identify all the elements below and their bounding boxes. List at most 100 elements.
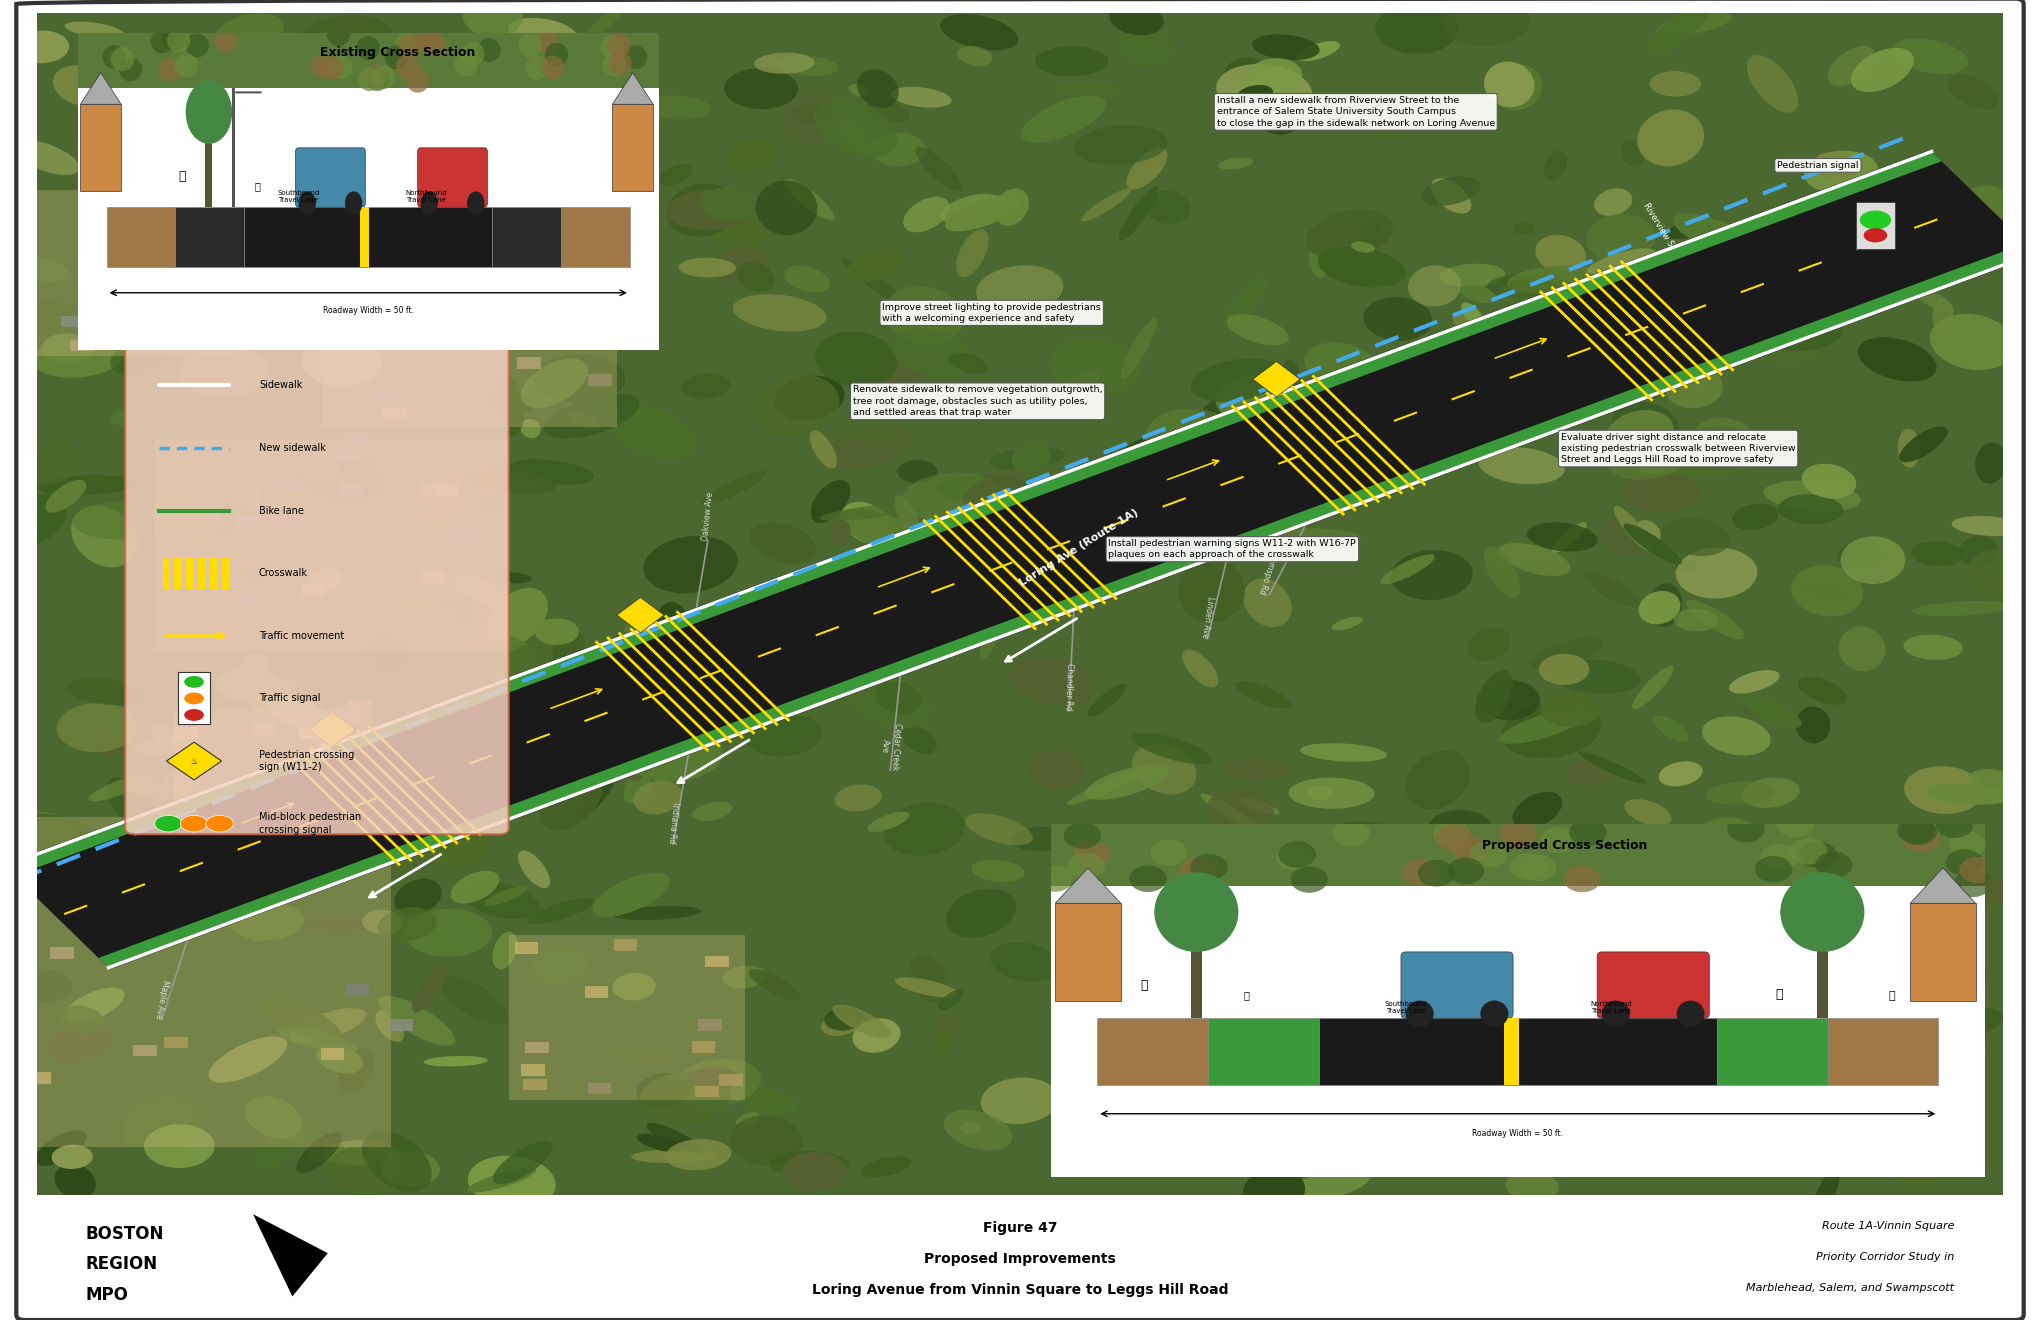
Ellipse shape <box>1132 743 1195 795</box>
Ellipse shape <box>1154 873 1238 952</box>
Bar <box>1360 1014 1384 1026</box>
Ellipse shape <box>338 1048 375 1094</box>
Ellipse shape <box>526 898 595 924</box>
Text: 🚶: 🚶 <box>1140 978 1148 991</box>
Ellipse shape <box>975 265 1062 313</box>
Ellipse shape <box>1215 375 1301 425</box>
Ellipse shape <box>1566 979 1613 1012</box>
Ellipse shape <box>1262 471 1301 504</box>
Ellipse shape <box>989 447 1064 470</box>
Bar <box>222 308 247 319</box>
Ellipse shape <box>1452 837 1488 863</box>
Ellipse shape <box>748 969 799 1001</box>
Ellipse shape <box>830 111 875 156</box>
Ellipse shape <box>591 873 669 917</box>
Ellipse shape <box>316 1045 363 1073</box>
Ellipse shape <box>1953 871 1990 898</box>
Ellipse shape <box>736 263 775 292</box>
Ellipse shape <box>1599 433 1668 447</box>
Polygon shape <box>2 150 2037 969</box>
Ellipse shape <box>553 663 573 694</box>
Ellipse shape <box>1317 247 1405 288</box>
Ellipse shape <box>508 18 577 50</box>
Ellipse shape <box>1217 158 1252 169</box>
Ellipse shape <box>630 1148 720 1163</box>
Ellipse shape <box>1478 447 1564 484</box>
Ellipse shape <box>1264 1030 1325 1089</box>
Ellipse shape <box>1409 446 1464 479</box>
Ellipse shape <box>326 22 351 46</box>
Ellipse shape <box>302 337 381 387</box>
Ellipse shape <box>110 48 135 71</box>
Ellipse shape <box>1511 309 1588 334</box>
Ellipse shape <box>769 1151 848 1177</box>
Ellipse shape <box>1800 581 1843 599</box>
Ellipse shape <box>1493 846 1574 875</box>
Ellipse shape <box>1939 854 1966 890</box>
Ellipse shape <box>1898 818 1937 845</box>
Ellipse shape <box>701 471 767 506</box>
Ellipse shape <box>1957 536 1998 568</box>
Ellipse shape <box>526 55 548 79</box>
Ellipse shape <box>1042 939 1103 981</box>
Ellipse shape <box>1862 1030 1894 1082</box>
Text: Southbound
Travel Lane: Southbound Travel Lane <box>1384 1001 1425 1014</box>
Text: Bike lane: Bike lane <box>259 506 304 516</box>
Ellipse shape <box>1236 84 1272 104</box>
Ellipse shape <box>51 1144 94 1170</box>
Ellipse shape <box>971 859 1024 882</box>
Ellipse shape <box>381 776 436 800</box>
Polygon shape <box>4 152 1941 876</box>
Bar <box>338 483 363 495</box>
Bar <box>1205 879 1227 891</box>
Bar <box>237 515 259 527</box>
Ellipse shape <box>1066 853 1105 879</box>
Bar <box>69 339 94 351</box>
Ellipse shape <box>744 714 822 756</box>
Ellipse shape <box>546 715 595 767</box>
Text: 11 ft
Travel Lane: 11 ft Travel Lane <box>412 271 449 281</box>
Ellipse shape <box>940 194 1001 224</box>
Ellipse shape <box>1299 743 1387 762</box>
Ellipse shape <box>1619 140 1643 168</box>
Ellipse shape <box>1525 523 1597 552</box>
Ellipse shape <box>1658 762 1703 787</box>
Ellipse shape <box>385 45 408 69</box>
Ellipse shape <box>848 84 869 96</box>
Bar <box>222 558 228 589</box>
Ellipse shape <box>1331 821 1407 846</box>
Ellipse shape <box>1519 854 1556 880</box>
Ellipse shape <box>287 211 353 231</box>
Ellipse shape <box>1081 189 1130 222</box>
Ellipse shape <box>1690 418 1756 467</box>
Ellipse shape <box>14 30 69 63</box>
Ellipse shape <box>473 169 516 205</box>
Ellipse shape <box>589 224 657 265</box>
Bar <box>1276 882 1301 894</box>
Ellipse shape <box>995 189 1028 226</box>
Ellipse shape <box>1745 55 1796 112</box>
Ellipse shape <box>1566 286 1639 312</box>
Ellipse shape <box>667 190 750 230</box>
Ellipse shape <box>1201 442 1217 455</box>
Polygon shape <box>1909 869 1974 903</box>
Ellipse shape <box>1968 770 2017 793</box>
Ellipse shape <box>1397 993 1452 1022</box>
Ellipse shape <box>867 812 909 832</box>
Bar <box>126 327 151 339</box>
Bar <box>720 1074 742 1086</box>
Ellipse shape <box>1507 850 1566 891</box>
Ellipse shape <box>1474 671 1513 723</box>
Bar <box>375 388 400 400</box>
Bar <box>343 271 365 282</box>
Ellipse shape <box>1073 841 1109 867</box>
Ellipse shape <box>6 812 77 843</box>
Ellipse shape <box>428 494 483 531</box>
Ellipse shape <box>122 1097 200 1156</box>
Text: 6 - 8 ft
Shoulder: 6 - 8 ft Shoulder <box>196 271 224 281</box>
Ellipse shape <box>92 734 122 759</box>
Ellipse shape <box>1568 820 1607 846</box>
Ellipse shape <box>214 816 243 851</box>
Ellipse shape <box>208 1036 287 1082</box>
Bar <box>1121 969 1144 981</box>
